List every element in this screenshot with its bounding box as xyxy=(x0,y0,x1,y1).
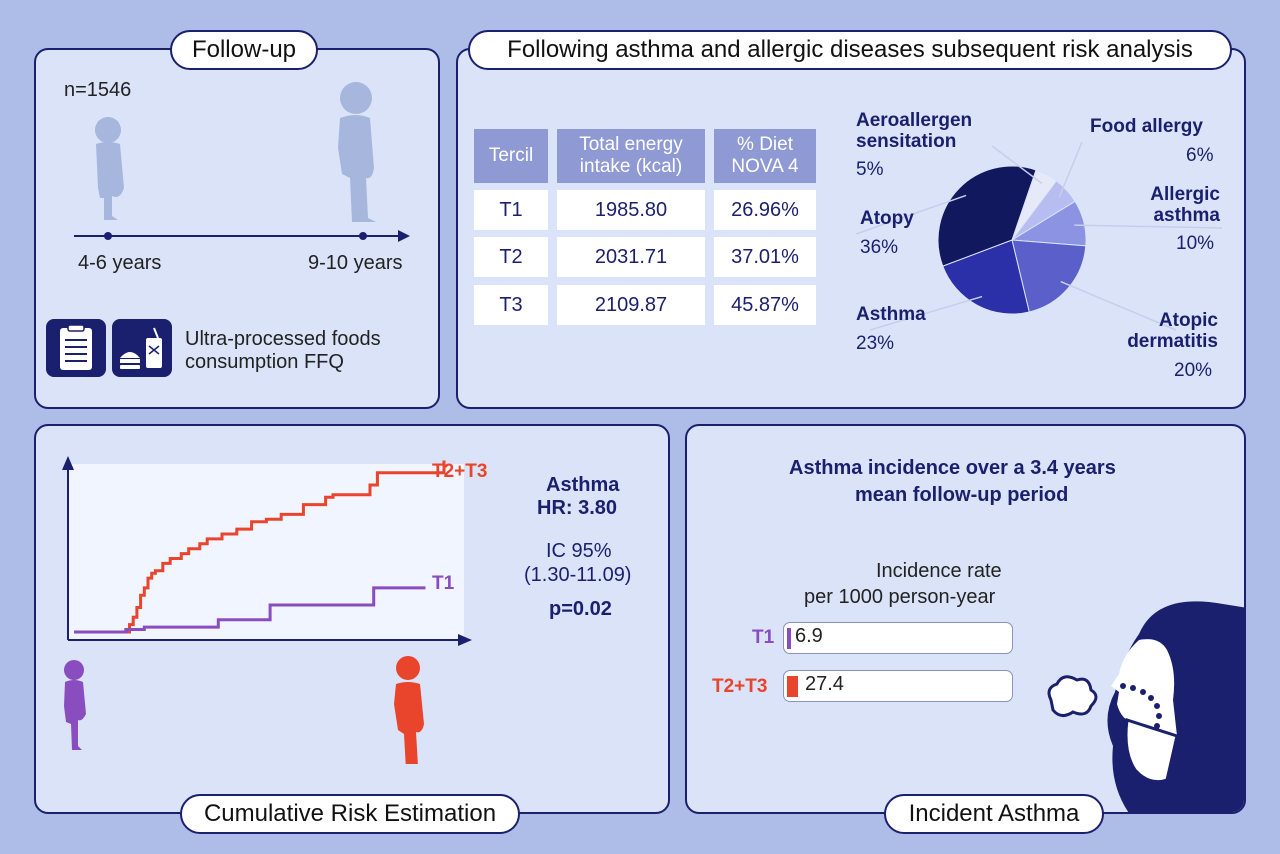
incidence-rate-line-1: Incidence rate xyxy=(876,560,1002,582)
x-axis-arrow-icon xyxy=(458,634,472,646)
coughing-person-illustration xyxy=(1047,601,1244,812)
pie-leader-line xyxy=(1074,224,1223,229)
bar-value-t2t3: 27.4 xyxy=(805,673,844,695)
series-label-t1: T1 xyxy=(432,573,455,594)
table-header-tercil: Tercil xyxy=(474,129,548,183)
pie-pct-atopy: 36% xyxy=(860,237,899,258)
series-line-t2t3 xyxy=(74,460,446,634)
pie-label-food-allergy: Food allergy xyxy=(1090,116,1203,137)
pie-leader-line xyxy=(991,145,1043,185)
stat-ci-range: (1.30-11.09) xyxy=(524,564,632,586)
incidence-rate-line-2: per 1000 person-year xyxy=(804,586,996,608)
incidence-title: Incident Asthma xyxy=(884,794,1104,834)
timeline-dot-start xyxy=(104,232,112,240)
series-line-t1 xyxy=(74,586,426,634)
table-cell: 37.01% xyxy=(714,237,816,277)
table-header-nova4: % Diet NOVA 4 xyxy=(714,129,816,183)
bar-track-t1 xyxy=(783,622,1013,654)
age-start-label: 4-6 years xyxy=(78,252,162,274)
timeline-arrow-icon xyxy=(398,230,410,242)
followup-title: Follow-up xyxy=(170,30,318,70)
pie-pct-allergic-asthma: 10% xyxy=(1176,233,1215,254)
bar-label-t2t3: T2+T3 xyxy=(712,676,768,697)
pie-leader-line xyxy=(869,295,983,331)
y-axis-arrow-icon xyxy=(62,456,74,470)
pie-label-asthma: Asthma xyxy=(856,304,926,325)
sample-size: n=1546 xyxy=(64,79,132,101)
table-cell: 26.96% xyxy=(714,190,816,230)
stat-asthma-label: Asthma xyxy=(546,474,620,496)
pie-leader-line xyxy=(1060,280,1177,331)
fast-food-icon xyxy=(112,319,172,377)
risk-analysis-title: Following asthma and allergic diseases s… xyxy=(468,30,1232,70)
pie-label-atopic-dermatitis: Atopic dermatitis xyxy=(1127,310,1218,352)
table-cell: T3 xyxy=(474,285,548,325)
cumulative-risk-chart xyxy=(62,456,472,764)
table-header-energy: Total energy intake (kcal) xyxy=(557,129,705,183)
bar-fill-t1 xyxy=(787,628,791,649)
young-child-figure xyxy=(95,117,124,220)
table-cell: 2031.71 xyxy=(557,237,705,277)
followup-illustration xyxy=(46,82,410,377)
table-cell: 45.87% xyxy=(714,285,816,325)
stat-p-value: p=0.02 xyxy=(549,598,612,620)
bar-value-t1: 6.9 xyxy=(795,625,823,647)
incidence-heading-line-2: mean follow-up period xyxy=(855,484,1069,506)
age-end-label: 9-10 years xyxy=(308,252,403,274)
table-cell: 1985.80 xyxy=(557,190,705,230)
stat-ci-label: IC 95% xyxy=(546,540,612,562)
pie-label-aeroallergen: Aeroallergen sensitation xyxy=(856,110,973,152)
bar-label-t1: T1 xyxy=(752,627,775,648)
series-label-t2t3: T2+T3 xyxy=(432,461,488,482)
table-cell: 2109.87 xyxy=(557,285,705,325)
ffq-line-2: consumption FFQ xyxy=(185,351,344,373)
clipboard-icon xyxy=(46,319,106,377)
young-child-purple-icon xyxy=(64,660,86,750)
pie-slice xyxy=(1011,239,1087,313)
older-child-red-icon xyxy=(394,656,424,764)
older-child-figure xyxy=(338,82,376,222)
bar-track-t2t3 xyxy=(783,670,1013,702)
incidence-heading-line-1: Asthma incidence over a 3.4 years xyxy=(789,457,1116,479)
pie-label-allergic-asthma: Allergic asthma xyxy=(1150,184,1220,226)
table-cell: T2 xyxy=(474,237,548,277)
ffq-line-1: Ultra-processed foods xyxy=(185,328,381,350)
outcomes-pie-chart xyxy=(855,141,1223,331)
pie-slice xyxy=(937,165,1037,267)
pie-pct-asthma: 23% xyxy=(856,333,895,354)
stat-hazard-ratio: HR: 3.80 xyxy=(537,497,618,519)
pie-pct-food-allergy: 6% xyxy=(1186,145,1214,166)
pie-pct-aeroallergen: 5% xyxy=(856,159,884,180)
pie-leader-line xyxy=(1058,141,1083,198)
incidence-panel xyxy=(685,424,1246,814)
timeline-dot-end xyxy=(359,232,367,240)
table-cell: T1 xyxy=(474,190,548,230)
plot-area xyxy=(68,464,464,640)
cumulative-risk-title: Cumulative Risk Estimation xyxy=(180,794,520,834)
pie-label-atopy: Atopy xyxy=(860,208,914,229)
bar-fill-t2t3 xyxy=(787,676,799,697)
pie-leader-line xyxy=(855,194,967,235)
pie-pct-atopic-dermatitis: 20% xyxy=(1174,360,1213,381)
